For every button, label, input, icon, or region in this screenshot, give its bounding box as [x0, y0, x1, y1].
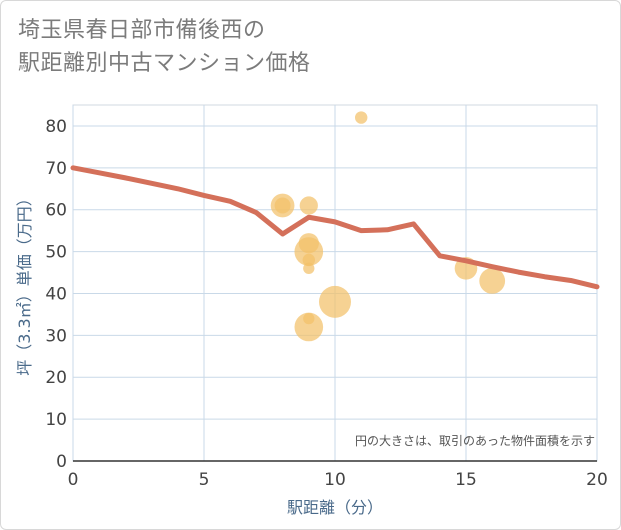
scatter-point	[294, 237, 324, 266]
title-line-1: 埼玉県春日部市備後西の	[18, 18, 266, 43]
y-tick-label: 80	[45, 117, 67, 137]
y-tick-label: 10	[45, 410, 67, 430]
scatter-point	[319, 285, 351, 318]
x-tick-label: 10	[324, 470, 346, 490]
scatter-point	[274, 197, 291, 214]
x-tick-label: 15	[455, 470, 477, 490]
scatter-point	[294, 312, 324, 342]
x-tick-label: 20	[586, 470, 608, 490]
y-tick-label: 0	[56, 452, 67, 472]
scatter-point	[355, 111, 368, 124]
chart-title: 埼玉県春日部市備後西の 駅距離別中古マンション価格	[18, 14, 578, 80]
y-tick-label: 50	[45, 243, 67, 263]
y-axis-title: 坪（3.3㎡）単価（万円）	[15, 190, 34, 375]
scatter-point	[479, 268, 506, 294]
y-tick-label: 70	[45, 159, 67, 179]
scatter-point	[299, 196, 318, 215]
x-axis-title: 駅距離（分）	[287, 498, 383, 517]
series-line	[70, 165, 600, 290]
scatter-point	[302, 253, 315, 267]
y-tick-label: 20	[45, 368, 67, 388]
size-note: 円の大きさは、取引のあった物件面積を示す	[355, 433, 595, 448]
y-tick-label: 40	[45, 284, 67, 304]
x-tick-label: 0	[68, 470, 79, 490]
x-tick-label: 5	[199, 470, 210, 490]
title-line-2: 駅距離別中古マンション価格	[18, 51, 311, 76]
y-tick-label: 60	[45, 201, 67, 221]
scatter-point	[303, 262, 315, 274]
y-tick-label: 30	[45, 326, 67, 346]
